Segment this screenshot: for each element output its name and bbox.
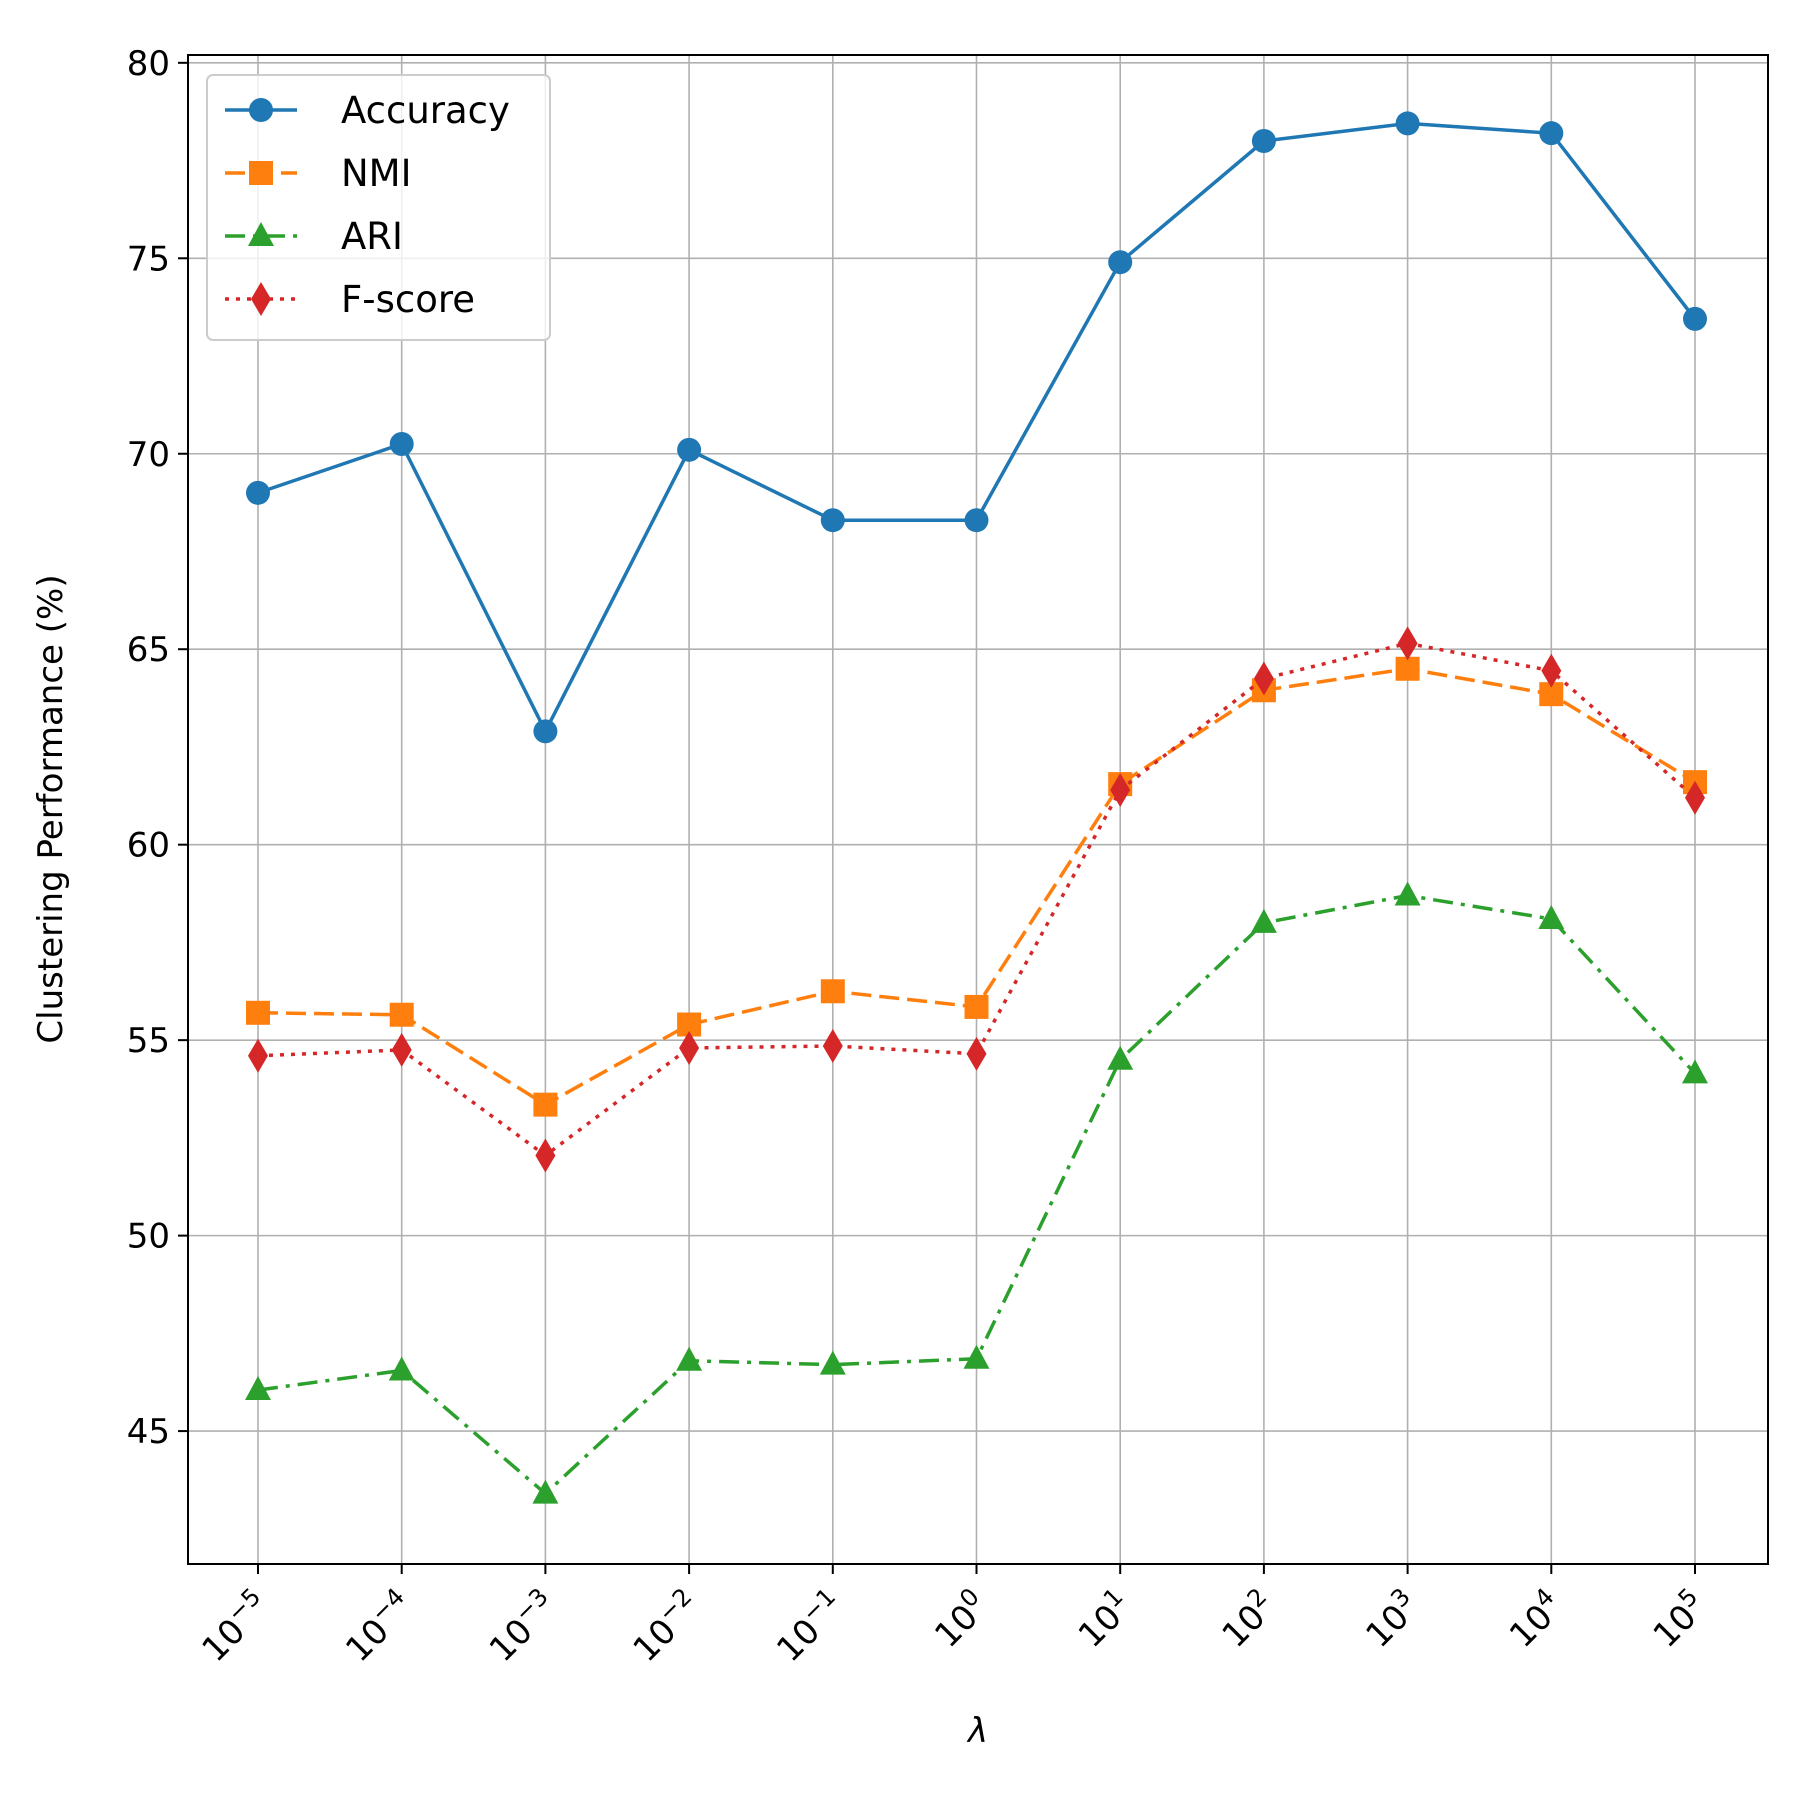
series-layer bbox=[245, 111, 1708, 1504]
nmi-point bbox=[964, 994, 989, 1019]
f-score-point bbox=[1397, 626, 1418, 661]
nmi-point bbox=[1395, 656, 1420, 681]
ari-point bbox=[963, 1344, 990, 1369]
accuracy-point bbox=[1251, 129, 1276, 154]
f-score-point bbox=[966, 1036, 987, 1071]
f-score-point bbox=[391, 1032, 412, 1067]
accuracy-point bbox=[389, 431, 414, 456]
ari-point bbox=[388, 1356, 415, 1381]
ari-point bbox=[676, 1346, 703, 1371]
plot-frame bbox=[187, 54, 1769, 1565]
f-score-point bbox=[1253, 661, 1274, 696]
y-tick-label: 60 bbox=[127, 826, 170, 866]
y-tick-label: 45 bbox=[127, 1412, 170, 1452]
legend: Accuracy NMI ARI F-score bbox=[206, 74, 551, 341]
accuracy-point bbox=[1683, 306, 1707, 331]
accuracy-point bbox=[246, 480, 270, 505]
ari-point bbox=[1394, 881, 1421, 906]
y-axis-label: Clustering Performance (%) bbox=[31, 574, 71, 1043]
legend-marker bbox=[251, 282, 271, 316]
f-score-point bbox=[535, 1138, 556, 1173]
nmi-point bbox=[820, 979, 845, 1004]
series-f-score bbox=[248, 626, 1705, 1173]
y-tick-label: 50 bbox=[127, 1217, 170, 1257]
f-score-point bbox=[822, 1029, 843, 1064]
legend-label: Accuracy bbox=[341, 89, 510, 132]
y-tick-label: 55 bbox=[127, 1021, 170, 1061]
f-score-point bbox=[1110, 772, 1131, 807]
legend-item-nmi: NMI bbox=[225, 152, 412, 195]
legend-label: F-score bbox=[341, 278, 475, 321]
f-score-point bbox=[248, 1038, 268, 1073]
y-axis: 45 50 55 60 65 70 75 80 bbox=[127, 44, 188, 1452]
legend-item-f-score: F-score bbox=[225, 278, 475, 321]
ari-point bbox=[532, 1479, 559, 1504]
legend-item-ari: ARI bbox=[225, 215, 403, 258]
accuracy-point bbox=[677, 437, 702, 462]
legend-label: ARI bbox=[341, 215, 403, 258]
series-accuracy bbox=[246, 111, 1707, 744]
ari-point bbox=[245, 1376, 271, 1401]
legend-box bbox=[206, 74, 551, 341]
legend-marker bbox=[249, 98, 273, 122]
ari-point bbox=[1107, 1045, 1134, 1070]
ari-point bbox=[819, 1350, 846, 1375]
accuracy-point bbox=[964, 508, 989, 533]
legend-marker bbox=[248, 222, 274, 246]
y-tick-label: 80 bbox=[127, 44, 170, 84]
accuracy-point bbox=[1539, 121, 1564, 146]
f-score-point bbox=[1541, 653, 1562, 688]
series-ari bbox=[245, 881, 1708, 1504]
nmi-point bbox=[533, 1092, 558, 1117]
legend-label: NMI bbox=[341, 152, 412, 195]
accuracy-point bbox=[1108, 250, 1133, 275]
ari-point bbox=[1250, 908, 1277, 933]
f-score-point bbox=[1685, 780, 1705, 815]
legend-item-accuracy: Accuracy bbox=[225, 89, 510, 132]
accuracy-point bbox=[820, 508, 845, 533]
y-tick-label: 75 bbox=[127, 239, 170, 279]
f-score-point bbox=[679, 1030, 700, 1065]
y-tick-label: 70 bbox=[127, 435, 170, 475]
legend-marker bbox=[249, 161, 273, 185]
ari-point bbox=[1538, 904, 1565, 929]
ari-point bbox=[1682, 1059, 1708, 1084]
nmi-point bbox=[246, 1000, 270, 1025]
accuracy-point bbox=[1395, 111, 1420, 136]
x-axis-label: λ bbox=[966, 1711, 988, 1751]
accuracy-point bbox=[533, 719, 558, 744]
y-tick-label: 65 bbox=[127, 630, 170, 670]
nmi-point bbox=[389, 1002, 414, 1027]
